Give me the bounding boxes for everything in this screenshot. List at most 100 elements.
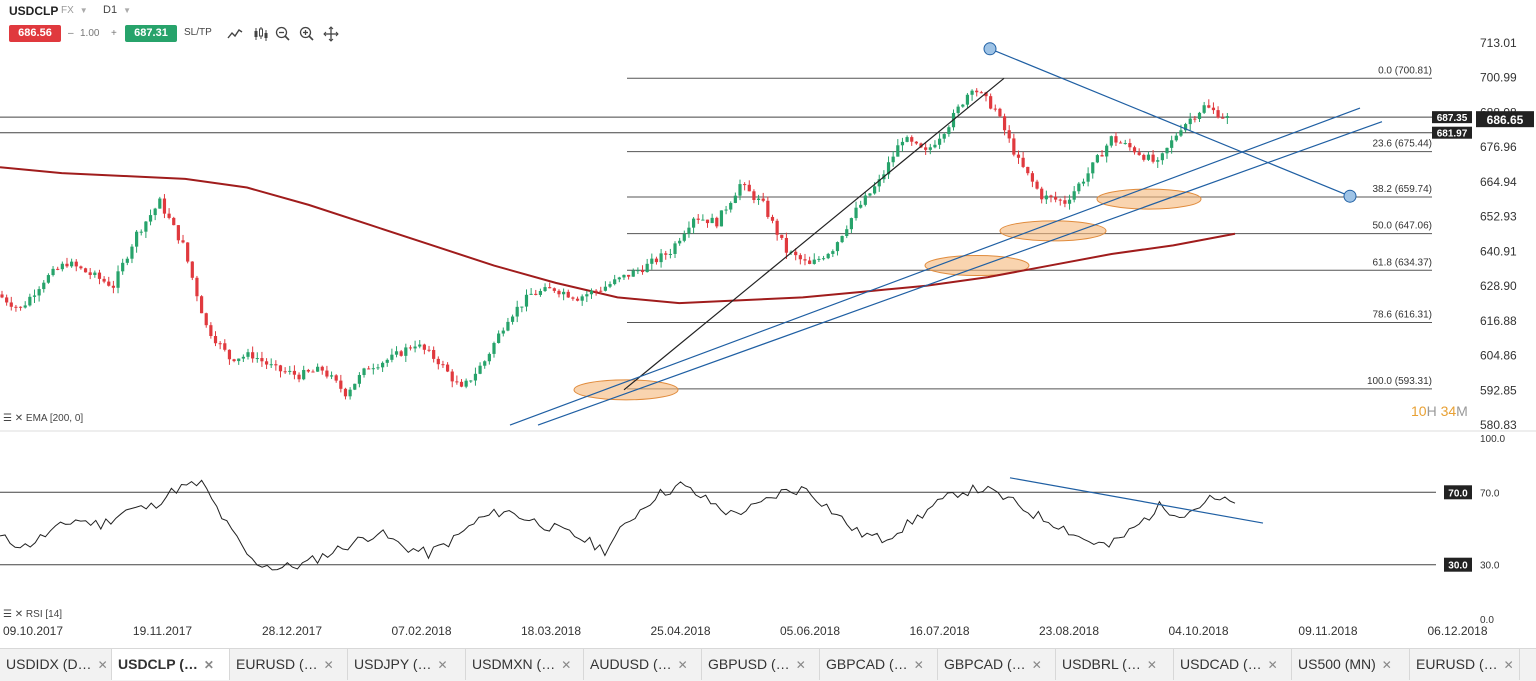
close-tab-icon[interactable]: ✕ (677, 658, 688, 672)
candle-body (989, 96, 993, 109)
tab-instrument[interactable]: GBPCAD (… ✕ (938, 649, 1056, 680)
candle-body (719, 210, 724, 227)
candle-body (975, 90, 979, 93)
tab-instrument[interactable]: EURUSD (… ✕ (230, 649, 348, 680)
tab-instrument[interactable]: US500 (MN) ✕ (1292, 649, 1410, 680)
close-tab-icon[interactable]: ✕ (795, 658, 806, 672)
close-tab-icon[interactable]: ✕ (1146, 658, 1157, 672)
remove-indicator-icon[interactable]: ✕ (14, 609, 24, 620)
candle-body (710, 217, 714, 224)
countdown-minutes: 34 (1440, 403, 1457, 419)
qty-minus-button[interactable]: – (68, 28, 74, 39)
current-price-tag (1476, 111, 1534, 128)
tab-instrument[interactable]: EURUSD (… ✕ (1410, 649, 1520, 680)
candle-body (79, 266, 83, 269)
symbol-label[interactable]: USDCLP (9, 4, 59, 18)
candle-body (766, 200, 770, 217)
timeframe-selector[interactable]: D1 ▼ (103, 4, 131, 16)
candle-body (1221, 117, 1225, 119)
close-tab-icon[interactable]: ✕ (437, 658, 448, 672)
qty-plus-button[interactable]: + (111, 28, 117, 39)
indicator-menu-icon[interactable]: ☰ (3, 609, 12, 620)
qty-value[interactable]: 1.00 (80, 28, 100, 39)
rsi-level-label: 70.0 (1448, 488, 1468, 499)
close-tab-icon[interactable]: ✕ (913, 658, 924, 672)
candle-body (794, 251, 798, 256)
timeframe-text: D1 (103, 4, 118, 16)
close-tab-icon[interactable]: ✕ (1381, 658, 1392, 672)
ema-indicator-label[interactable]: ☰ ✕ EMA [200, 0] (3, 413, 83, 424)
market-chevron-icon[interactable]: ▼ (79, 6, 88, 15)
remove-indicator-icon[interactable]: ✕ (14, 413, 24, 424)
zoom-out-icon[interactable] (274, 25, 292, 43)
candle-body (292, 370, 297, 375)
tab-instrument[interactable]: AUDUSD (… ✕ (584, 649, 702, 680)
candle-body (863, 195, 867, 205)
candle-body (121, 262, 125, 272)
close-tab-icon[interactable]: ✕ (1031, 658, 1042, 672)
candle-body (46, 275, 51, 283)
candle-body (1119, 142, 1123, 144)
candle-body (394, 351, 399, 355)
rsi-label-text: RSI [14] (25, 609, 63, 620)
price-tick-label: 676.96 (1480, 140, 1517, 154)
candle-body (316, 366, 320, 372)
close-tab-icon[interactable]: ✕ (561, 658, 572, 672)
tab-label: AUDUSD (… (590, 656, 672, 672)
candle-body (181, 240, 185, 243)
candle-body (497, 333, 501, 343)
quantity-stepper[interactable]: – 1.00 + (63, 25, 123, 42)
rsi-indicator-label[interactable]: ☰ ✕ RSI [14] (3, 609, 62, 620)
candle-body (97, 272, 102, 279)
tab-instrument[interactable]: USDBRL (… ✕ (1056, 649, 1174, 680)
candle-body (886, 162, 891, 175)
tab-instrument[interactable]: GBPUSD (… ✕ (702, 649, 820, 680)
candle-body (1058, 199, 1062, 201)
candle-body (60, 263, 64, 270)
rsi-level-tag (1444, 557, 1472, 572)
candle-body (910, 137, 914, 142)
buy-button[interactable]: 687.31 (125, 25, 177, 42)
tab-instrument[interactable]: USDIDX (D… ✕ (0, 649, 112, 680)
close-tab-icon[interactable]: ✕ (1267, 658, 1278, 672)
candle-body (1174, 135, 1178, 141)
candle-body (965, 94, 970, 105)
candle-body (580, 296, 584, 301)
candle-body (984, 92, 988, 97)
line-chart-icon[interactable] (226, 25, 244, 43)
tab-instrument[interactable]: USDCAD (… ✕ (1174, 649, 1292, 680)
candle-body (575, 298, 580, 301)
ema-label-text: EMA [200, 0] (25, 413, 84, 424)
candle-body (1105, 145, 1109, 157)
candles-icon[interactable] (252, 25, 270, 43)
candle-body (821, 258, 826, 260)
indicator-menu-icon[interactable]: ☰ (3, 413, 12, 424)
candle-body (515, 306, 519, 317)
crosshair-icon[interactable] (322, 25, 340, 43)
support-trendline-upper (509, 107, 1361, 426)
candle-countdown: 10H 34M (1411, 403, 1468, 419)
close-tab-icon[interactable]: ✕ (203, 658, 214, 672)
candle-body (1030, 173, 1035, 182)
close-tab-icon[interactable]: ✕ (323, 658, 334, 672)
tab-instrument[interactable]: USDCLP (… ✕ (112, 649, 230, 680)
zoom-in-icon[interactable] (298, 25, 316, 43)
candle-body (306, 369, 310, 372)
tab-instrument[interactable]: USDJPY (… ✕ (348, 649, 466, 680)
tab-instrument[interactable]: GBPCAD (… ✕ (820, 649, 938, 680)
timeframe-chevron-icon[interactable]: ▼ (123, 6, 131, 15)
close-tab-icon[interactable]: ✕ (1503, 658, 1514, 672)
candle-body (510, 316, 515, 322)
candle-body (552, 288, 556, 291)
tab-instrument[interactable]: USDMXN (… ✕ (466, 649, 584, 680)
sell-button[interactable]: 686.56 (9, 25, 61, 42)
price-chart[interactable]: 713.01700.99688.98676.96664.94652.93640.… (0, 0, 1536, 648)
close-tab-icon[interactable]: ✕ (97, 658, 108, 672)
candle-body (1183, 124, 1188, 131)
date-tick-label: 07.02.2018 (391, 624, 451, 638)
candle-body (209, 325, 213, 336)
candle-body (1225, 116, 1229, 118)
candle-body (733, 195, 737, 203)
rsi-trendline (1009, 477, 1264, 524)
sltp-button[interactable]: SL/TP (184, 27, 212, 38)
